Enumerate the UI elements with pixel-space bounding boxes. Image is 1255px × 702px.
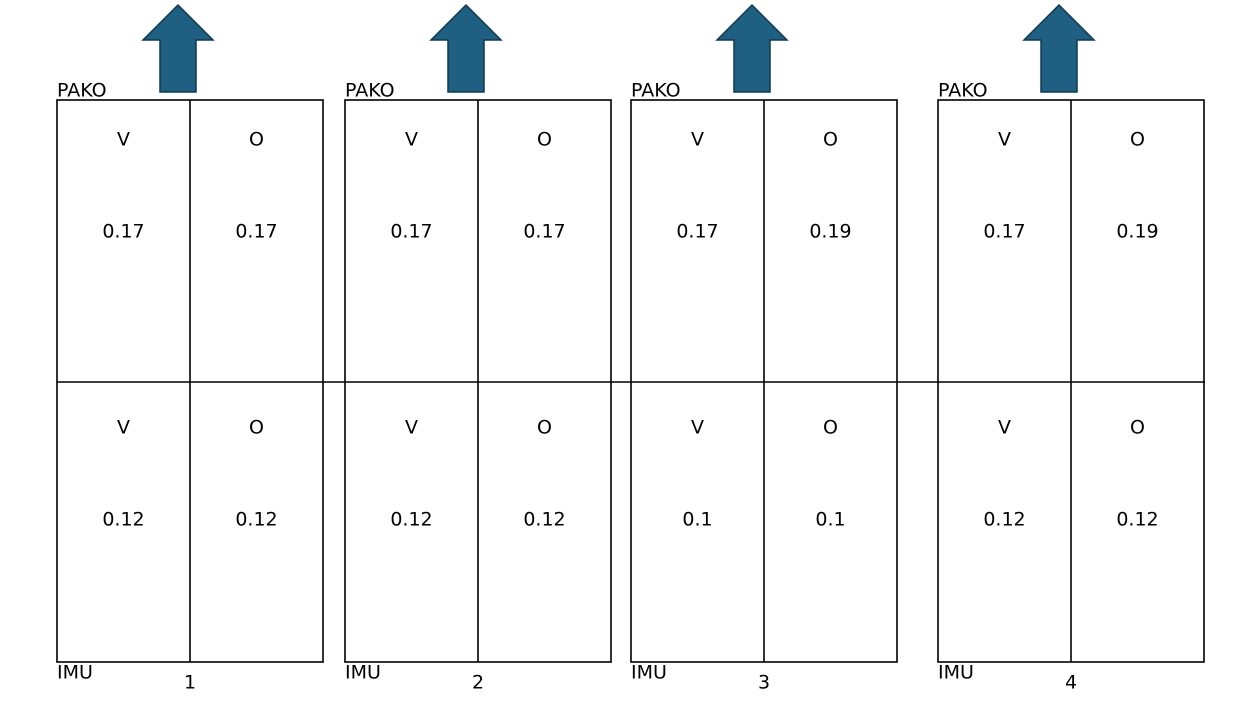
up-arrow: [1022, 3, 1096, 93]
cell-value: 0.17: [523, 221, 565, 243]
up-arrow: [141, 3, 215, 93]
cell-value: 0.17: [676, 221, 718, 243]
panel-number: 1: [184, 672, 196, 694]
up-arrow: [715, 3, 789, 93]
cell-value: 0.12: [235, 509, 277, 531]
cell-value: 0.17: [235, 221, 277, 243]
cell-label: O: [249, 129, 264, 151]
cell-label: V: [691, 417, 704, 439]
cell-value: 0.19: [1116, 221, 1158, 243]
cell-value: 0.17: [983, 221, 1025, 243]
top-label: PAKO: [938, 80, 988, 102]
cell-label: O: [1130, 129, 1145, 151]
top-label: PAKO: [57, 80, 107, 102]
cell-value: 0.17: [390, 221, 432, 243]
cell-label: O: [537, 417, 552, 439]
top-label: PAKO: [631, 80, 681, 102]
cell-value: 0.12: [390, 509, 432, 531]
cell-label: V: [405, 417, 418, 439]
cell-value: 0.1: [682, 509, 712, 531]
cell-label: V: [998, 417, 1011, 439]
cell-label: V: [998, 129, 1011, 151]
cell-value: 0.12: [983, 509, 1025, 531]
bottom-label: IMU: [631, 662, 667, 684]
cell-label: O: [823, 129, 838, 151]
bottom-label: IMU: [938, 662, 974, 684]
panel-number: 4: [1065, 672, 1077, 694]
cell-label: V: [405, 129, 418, 151]
cell-value: 0.12: [523, 509, 565, 531]
cell-value: 0.12: [102, 509, 144, 531]
cell-label: O: [537, 129, 552, 151]
bottom-label: IMU: [57, 662, 93, 684]
cell-value: 0.17: [102, 221, 144, 243]
cell-label: O: [249, 417, 264, 439]
cell-value: 0.12: [1116, 509, 1158, 531]
cell-label: O: [1130, 417, 1145, 439]
cell-label: V: [117, 129, 130, 151]
up-arrow: [429, 3, 503, 93]
bottom-label: IMU: [345, 662, 381, 684]
cell-value: 0.1: [815, 509, 845, 531]
panel-number: 2: [472, 672, 484, 694]
cell-label: V: [691, 129, 704, 151]
panel-number: 3: [758, 672, 770, 694]
top-label: PAKO: [345, 80, 395, 102]
cell-label: O: [823, 417, 838, 439]
cell-label: V: [117, 417, 130, 439]
cell-value: 0.19: [809, 221, 851, 243]
